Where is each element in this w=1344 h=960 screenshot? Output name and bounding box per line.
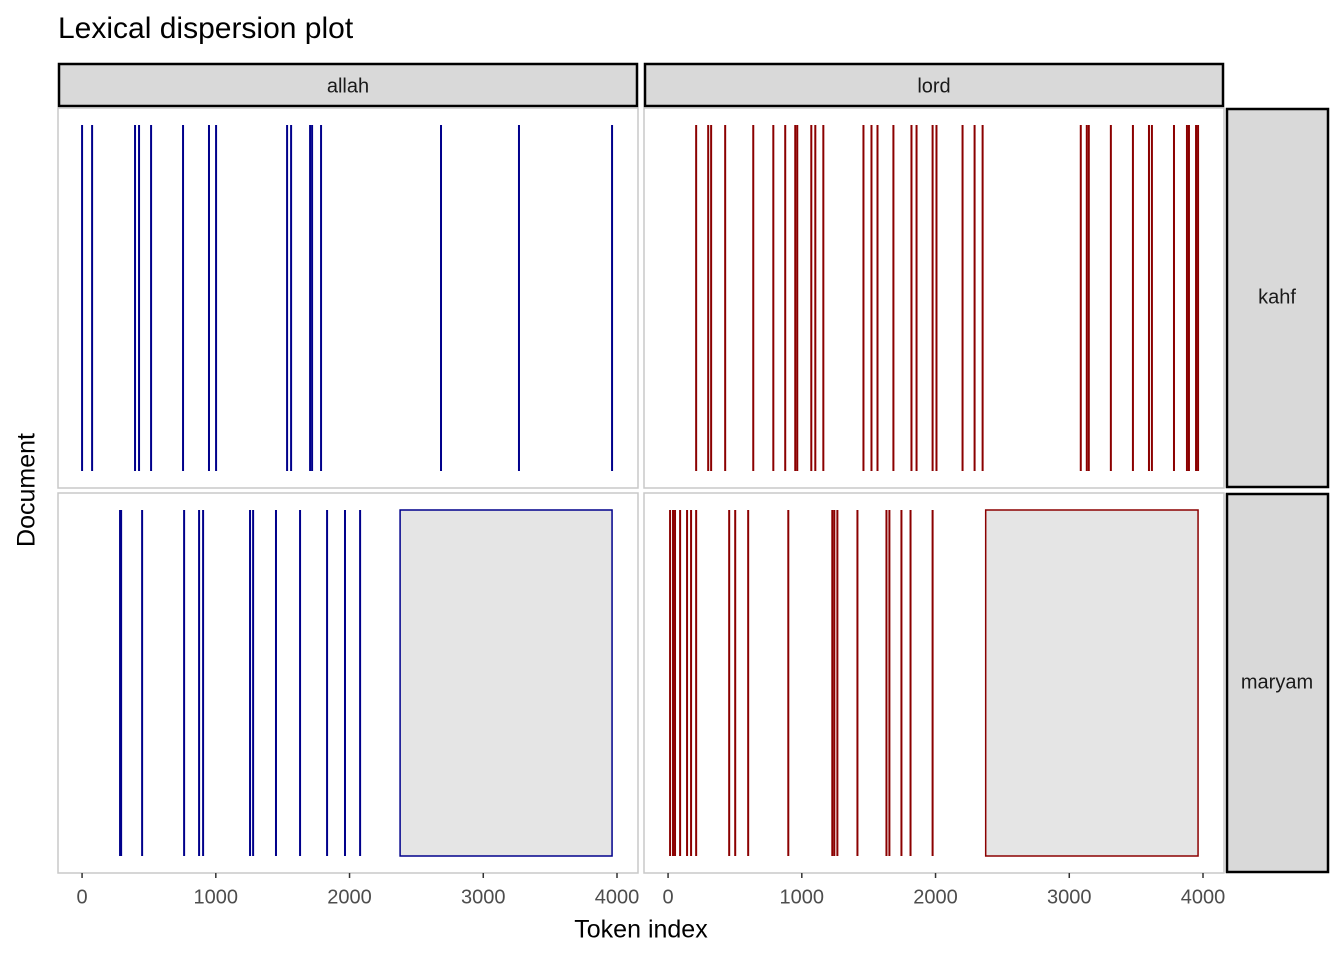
strip-label: maryam [1241,671,1313,693]
x-axis-label: Token index [574,916,708,944]
strip [643,62,1225,108]
empty-range [984,509,1199,857]
panel [57,107,639,489]
x-tick-label: 0 [77,886,88,908]
strip-label: lord [917,75,950,97]
x-tick-label: 2000 [327,886,372,908]
x-tick-label: 1000 [194,886,239,908]
empty-range [399,509,613,857]
x-tick-label: 3000 [461,886,506,908]
y-axis-label: Document [13,433,41,547]
panel [643,107,1225,489]
x-tick-label: 2000 [913,886,958,908]
x-tick-label: 3000 [1047,886,1092,908]
strip [1225,492,1330,874]
strip-label: kahf [1258,286,1296,308]
x-tick-label: 1000 [780,886,825,908]
strip-label: allah [327,75,369,97]
x-tick-label: 0 [663,886,674,908]
x-tick-label: 4000 [595,886,640,908]
chart-title: Lexical dispersion plot [58,12,354,45]
strip [57,62,639,108]
x-tick-label: 4000 [1181,886,1226,908]
strip [1225,107,1330,489]
